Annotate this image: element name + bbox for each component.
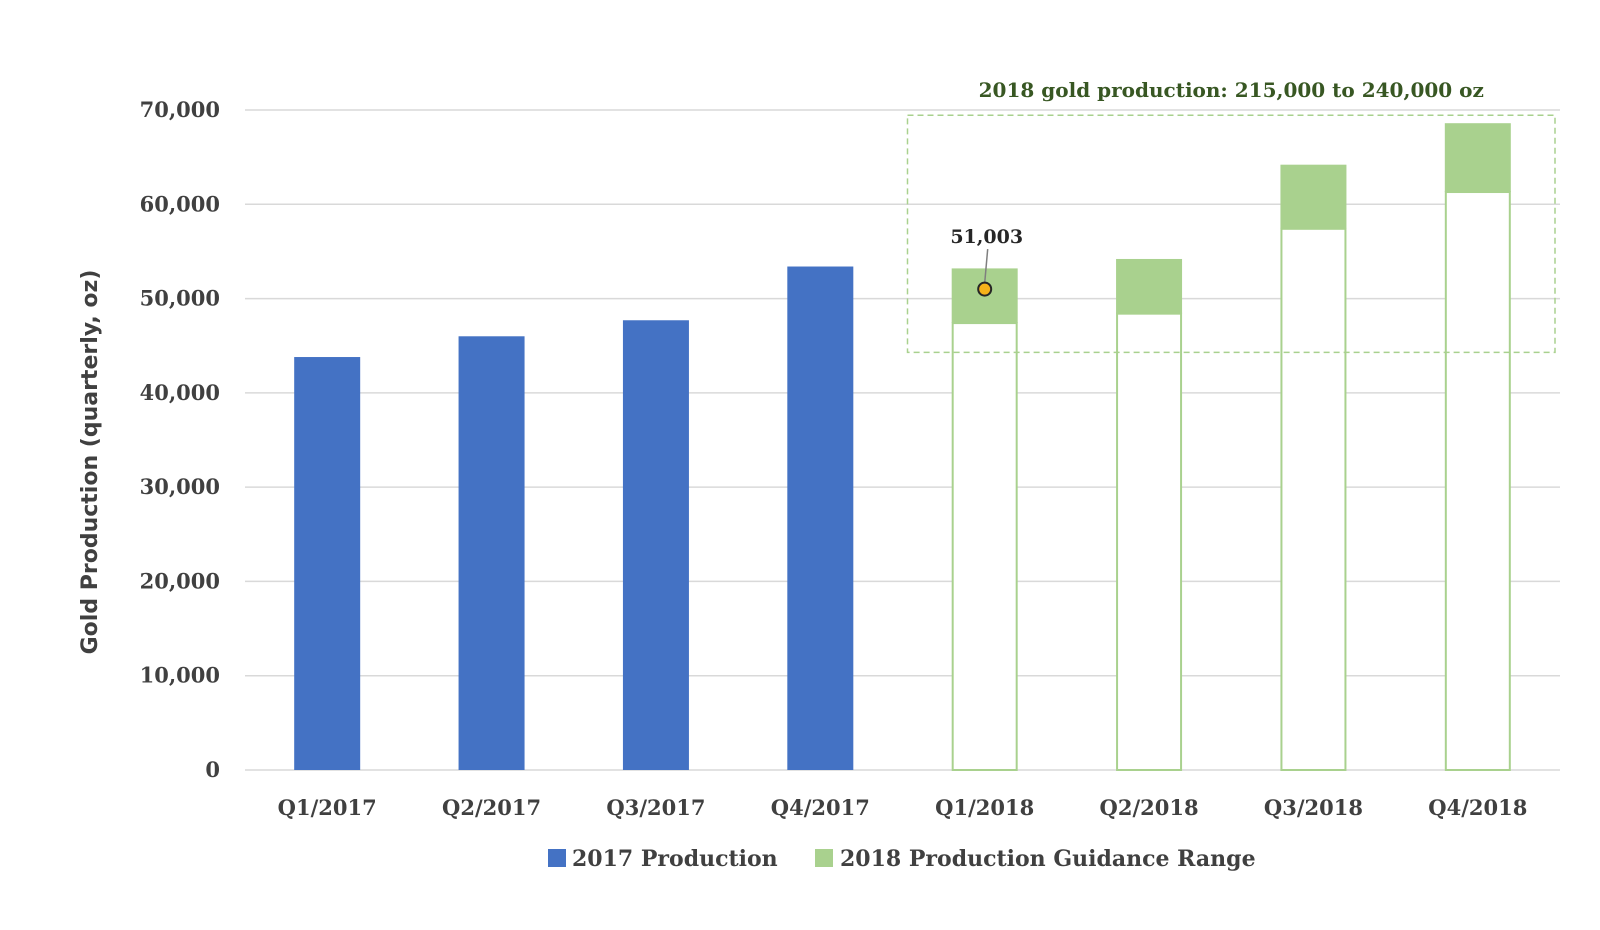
data-point-marker — [977, 281, 993, 297]
x-tick-label: Q2/2018 — [1100, 795, 1199, 820]
x-axis-tick-labels: Q1/2017 Q2/2017 Q3/2017 Q4/2017 Q1/2018 Q2/20… — [278, 795, 1528, 820]
guidance-box — [906, 114, 1556, 354]
bar-2018-guidance-range — [1116, 258, 1183, 314]
x-tick-label: Q2/2017 — [442, 795, 541, 820]
y-tick-label: 40,000 — [140, 380, 220, 405]
bar-2017-production — [787, 266, 854, 770]
bars — [294, 123, 1511, 772]
annotations: 2018 gold production: 215,000 to 240,000… — [906, 78, 1556, 354]
y-tick-label: 20,000 — [140, 568, 220, 593]
bar-2018-guidance-range — [1280, 164, 1347, 229]
legend-swatch-2017 — [548, 849, 566, 867]
guidance-box-label: 2018 gold production: 215,000 to 240,000… — [979, 78, 1484, 102]
y-axis-title: Gold Production (quarterly, oz) — [78, 270, 103, 655]
bar-2018-guidance-base — [1444, 191, 1511, 771]
x-tick-label: Q1/2017 — [278, 795, 377, 820]
bar-2018-guidance-range — [1444, 123, 1511, 193]
y-tick-label: 10,000 — [140, 663, 220, 688]
legend-swatch-2018 — [815, 849, 833, 867]
x-tick-label: Q4/2018 — [1428, 795, 1527, 820]
bar-2018-guidance-base — [951, 322, 1018, 771]
y-tick-label: 30,000 — [140, 474, 220, 499]
bar-2017-production — [294, 357, 361, 770]
legend-label-2017: 2017 Production — [572, 846, 778, 872]
bar-2017-production — [458, 336, 525, 770]
y-tick-label: 70,000 — [140, 97, 220, 122]
bar-2018-guidance-base — [1280, 227, 1347, 772]
y-tick-label: 60,000 — [140, 191, 220, 216]
legend-label-2018: 2018 Production Guidance Range — [840, 846, 1256, 872]
gridlines — [245, 109, 1560, 771]
legend: 2017 Production 2018 Production Guidance … — [548, 846, 1256, 872]
x-tick-label: Q3/2017 — [606, 795, 705, 820]
callout-leader — [983, 249, 989, 284]
bar-2017-production — [622, 320, 689, 770]
y-tick-label: 0 — [205, 757, 220, 782]
y-axis-tick-labels: 0 10,000 20,000 30,000 40,000 50,000 60,000 70,… — [140, 97, 220, 782]
bar-2018-guidance-base — [1116, 312, 1183, 771]
y-tick-label: 50,000 — [140, 286, 220, 311]
x-tick-label: Q3/2018 — [1264, 795, 1363, 820]
x-tick-label: Q4/2017 — [771, 795, 870, 820]
x-tick-label: Q1/2018 — [935, 795, 1034, 820]
data-point-label: 51,003 — [950, 226, 1023, 248]
